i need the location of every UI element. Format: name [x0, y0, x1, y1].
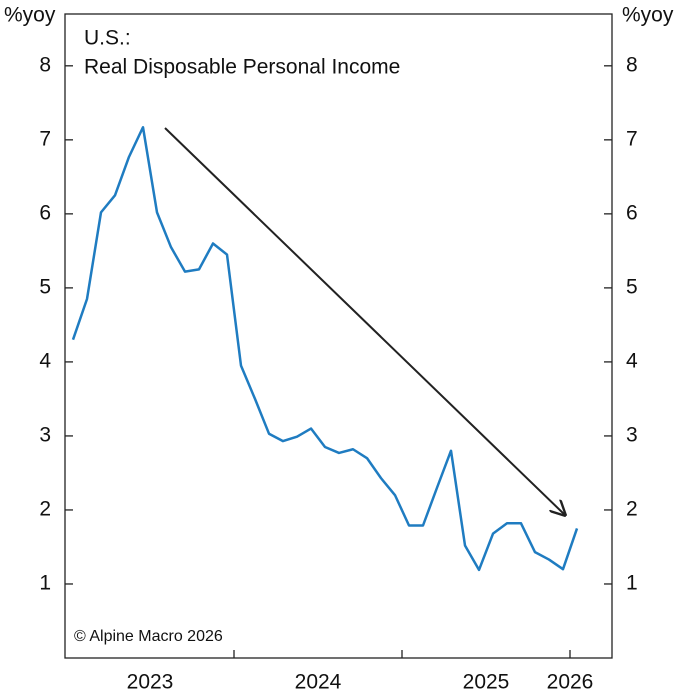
- y-tick-label: 8: [39, 53, 51, 76]
- y2-tick-label: 3: [626, 423, 638, 446]
- data-line: [71, 126, 579, 572]
- y2-tick-label: 8: [626, 53, 638, 76]
- x-tick-label: 2023: [127, 671, 174, 694]
- y-tick-label: 5: [39, 275, 51, 298]
- y2-tick-label: 4: [626, 349, 638, 372]
- y2-tick-label: 7: [626, 127, 638, 150]
- y-tick-label: 7: [39, 127, 51, 150]
- y-axis-label: %yoy: [4, 4, 56, 27]
- x-tick-label: 2025: [463, 671, 510, 694]
- trend-arrow: [164, 127, 565, 515]
- x-tick-label: 2026: [547, 671, 594, 694]
- y2-tick-label: 1: [626, 572, 638, 595]
- x-tick-label: 2024: [295, 671, 342, 694]
- y2-axis-label: %yoy: [622, 4, 674, 27]
- chart-subtitle: Real Disposable Personal Income: [84, 56, 400, 79]
- plot-frame: [64, 13, 613, 659]
- y-tick-label: 4: [39, 349, 51, 372]
- y-tick-label: 3: [39, 423, 51, 446]
- y-tick-label: 1: [39, 572, 51, 595]
- y-tick-label: 6: [39, 201, 51, 224]
- source-note: © Alpine Macro 2026: [74, 628, 223, 645]
- chart-title: U.S.:: [84, 27, 131, 50]
- y2-tick-label: 6: [626, 201, 638, 224]
- y2-tick-label: 5: [626, 275, 638, 298]
- y2-tick-label: 2: [626, 498, 638, 521]
- y-tick-label: 2: [39, 498, 51, 521]
